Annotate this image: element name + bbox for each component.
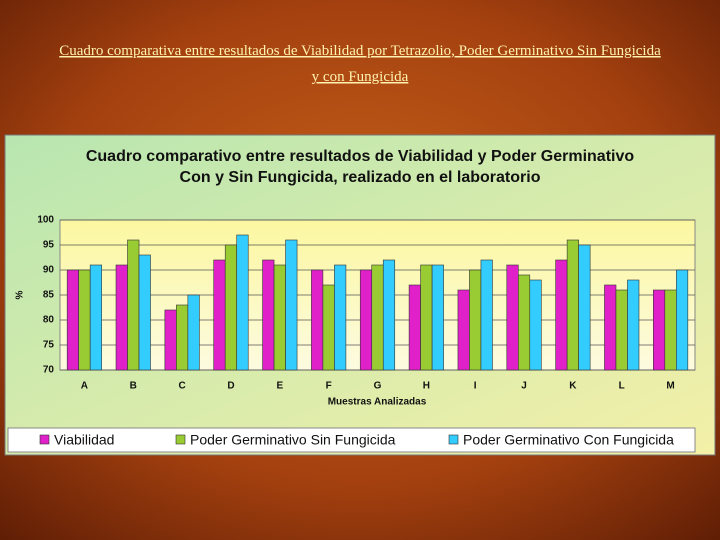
bar xyxy=(78,269,91,371)
x-tick-label: D xyxy=(227,381,234,392)
x-tick-label: A xyxy=(81,381,88,392)
x-tick-label: J xyxy=(521,381,527,392)
legend-label: Poder Germinativo Sin Fungicida xyxy=(190,432,396,448)
bar xyxy=(371,264,384,371)
x-axis-label: Muestras Analizadas xyxy=(328,397,427,408)
bar xyxy=(506,264,519,371)
y-tick-label: 95 xyxy=(43,240,55,251)
bar xyxy=(408,284,421,371)
bar xyxy=(311,269,324,371)
chart-title: Cuadro comparativo entre resultados de V… xyxy=(86,148,635,186)
legend xyxy=(7,427,696,453)
bar xyxy=(236,234,249,371)
y-axis-label: % xyxy=(15,290,26,299)
bar xyxy=(115,264,128,371)
bar xyxy=(480,259,493,371)
bar xyxy=(578,244,591,371)
y-tick-label: 90 xyxy=(43,265,55,276)
bar xyxy=(359,269,373,371)
text-line: y con Fungicida xyxy=(312,69,409,85)
bar xyxy=(224,244,238,371)
bar xyxy=(138,254,151,371)
bar xyxy=(457,289,470,371)
x-tick-label: B xyxy=(130,381,137,392)
bar xyxy=(262,259,275,371)
bar xyxy=(176,304,189,371)
bar xyxy=(127,239,140,371)
x-tick-label: F xyxy=(326,381,332,392)
bar xyxy=(627,279,640,371)
text-line: Con y Sin Fungicida, realizado en el lab… xyxy=(180,169,541,186)
bar xyxy=(676,269,689,371)
bar xyxy=(322,284,335,371)
legend-swatch xyxy=(175,434,186,445)
bar xyxy=(664,289,677,371)
text-line: Cuadro comparativa entre resultados de V… xyxy=(59,43,661,59)
bar xyxy=(529,279,542,371)
bar xyxy=(517,274,531,371)
bar xyxy=(431,264,444,371)
bar xyxy=(285,239,298,371)
x-tick-label: G xyxy=(374,381,382,392)
bar xyxy=(566,239,579,371)
text-line: Cuadro comparativo entre resultados de V… xyxy=(86,148,635,165)
bar xyxy=(555,259,568,371)
legend-swatch xyxy=(448,434,459,445)
bar xyxy=(164,309,177,371)
bar xyxy=(89,264,102,371)
x-tick-label: K xyxy=(569,381,577,392)
x-tick-label: E xyxy=(276,381,283,392)
bar xyxy=(615,289,628,371)
y-tick-label: 100 xyxy=(37,215,54,226)
y-tick-label: 85 xyxy=(43,290,55,301)
y-tick-label: 75 xyxy=(43,340,55,351)
bar xyxy=(213,259,226,371)
slide-title: Cuadro comparativa entre resultados de V… xyxy=(59,43,661,85)
bar xyxy=(420,264,433,371)
bar xyxy=(469,269,482,371)
x-tick-label: M xyxy=(666,381,674,392)
x-tick-label: H xyxy=(423,381,430,392)
x-tick-label: L xyxy=(619,381,625,392)
y-tick-label: 70 xyxy=(43,365,55,376)
legend-swatch xyxy=(39,434,50,445)
y-tick-label: 80 xyxy=(43,315,55,326)
legend-label: Viabilidad xyxy=(54,432,114,448)
bar xyxy=(273,264,286,371)
bar xyxy=(66,269,79,371)
legend-label: Poder Germinativo Con Fungicida xyxy=(463,432,674,448)
bar xyxy=(187,294,200,371)
x-tick-label: C xyxy=(178,381,185,392)
bar xyxy=(334,264,347,371)
bar xyxy=(382,259,396,371)
x-tick-label: I xyxy=(474,381,477,392)
bar xyxy=(653,289,666,371)
bar xyxy=(604,284,617,371)
